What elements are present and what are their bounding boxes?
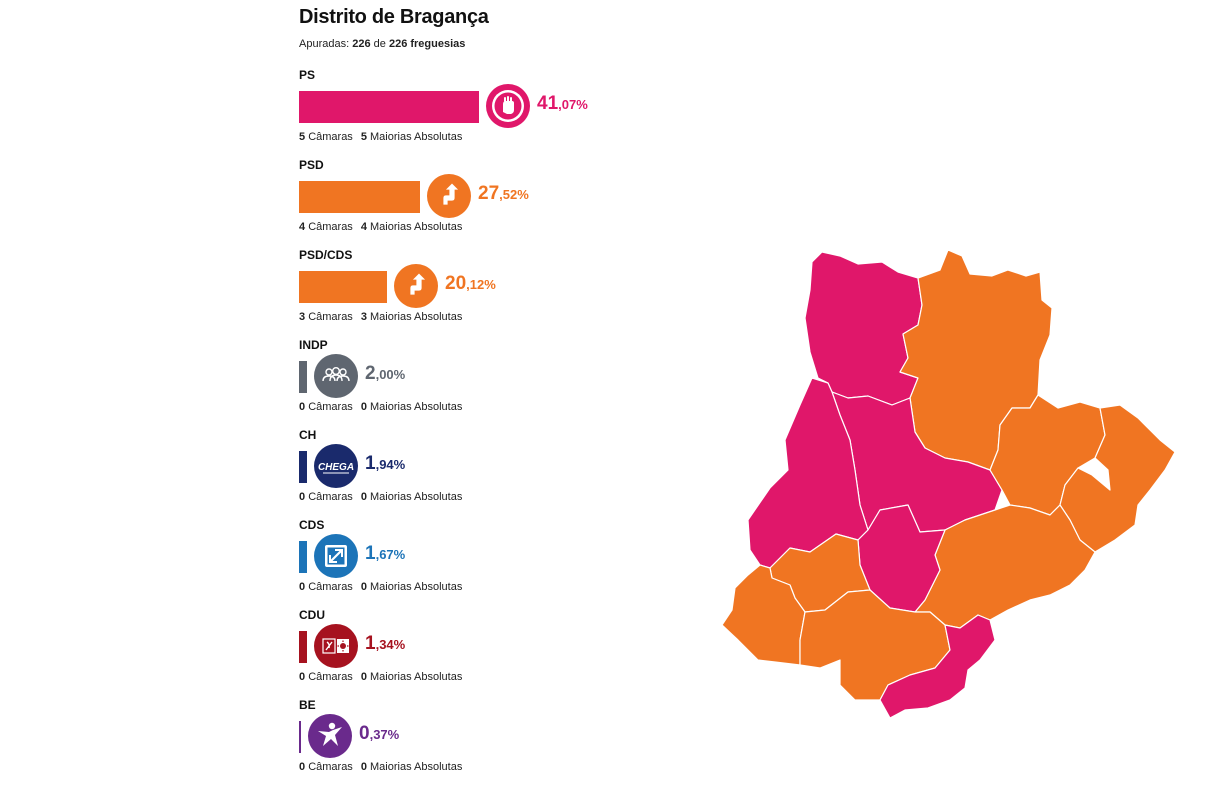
chega-logo: CHEGA xyxy=(314,444,358,488)
party-stats: 5 Câmaras 5 Maiorias Absolutas xyxy=(299,131,463,143)
party-stats: 0 Câmaras 0 Maiorias Absolutas xyxy=(299,401,463,413)
counted-of: de xyxy=(373,38,386,50)
counted-value: 226 xyxy=(352,38,371,50)
party-row-be[interactable]: BE 0,37% 0 Câmaras 0 Maiorias Absolutas xyxy=(299,698,719,788)
party-name: PS xyxy=(299,68,316,82)
party-name: CDU xyxy=(299,608,325,622)
rose-fist-icon xyxy=(486,84,530,128)
party-bar xyxy=(299,451,307,483)
party-bar xyxy=(299,91,479,123)
party-percentage: 1,94% xyxy=(365,453,406,474)
arrow-up-icon xyxy=(394,264,438,308)
party-row-ch[interactable]: CH CHEGA 1,94% 0 Câmaras 0 Maiorias Absol… xyxy=(299,428,719,518)
star-person-icon xyxy=(308,714,352,758)
party-stats: 0 Câmaras 0 Maiorias Absolutas xyxy=(299,581,463,593)
party-stats: 0 Câmaras 0 Maiorias Absolutas xyxy=(299,671,463,683)
party-percentage: 41,07% xyxy=(537,93,588,114)
party-bar xyxy=(299,631,307,663)
party-stats: 0 Câmaras 0 Maiorias Absolutas xyxy=(299,491,463,503)
party-name: PSD/CDS xyxy=(299,248,353,262)
party-row-psd-cds[interactable]: PSD/CDS 20,12% 3 Câmaras 3 Maiorias Absol… xyxy=(299,248,719,338)
chega-logo-text: CHEGA xyxy=(318,462,354,473)
party-row-cds[interactable]: CDS 1,67% 0 Câmaras 0 Maiorias Absolutas xyxy=(299,518,719,608)
party-row-psd[interactable]: PSD 27,52% 4 Câmaras 4 Maiorias Absolutas xyxy=(299,158,719,248)
district-map xyxy=(721,249,1176,719)
party-percentage: 2,00% xyxy=(365,363,406,384)
party-name: PSD xyxy=(299,158,324,172)
people-icon xyxy=(314,354,358,398)
municipality-carrazeda[interactable] xyxy=(721,564,806,666)
municipality-freixo[interactable] xyxy=(879,614,996,719)
party-percentage: 27,52% xyxy=(478,183,529,204)
party-row-cdu[interactable]: CDU 1,34% 0 Câmaras 0 Maiorias Absolutas xyxy=(299,608,719,698)
party-bar xyxy=(299,181,420,213)
party-percentage: 1,67% xyxy=(365,543,406,564)
party-name: INDP xyxy=(299,338,328,352)
party-row-ps[interactable]: PS 41,07% 5 Câmaras 5 Maiorias Absolutas xyxy=(299,68,719,158)
party-stats: 3 Câmaras 3 Maiorias Absolutas xyxy=(299,311,463,323)
party-bar xyxy=(299,361,307,393)
cds-logo xyxy=(314,534,358,578)
party-stats: 4 Câmaras 4 Maiorias Absolutas xyxy=(299,221,463,233)
party-name: BE xyxy=(299,698,316,712)
party-percentage: 1,34% xyxy=(365,633,406,654)
counted-label: Apuradas: xyxy=(299,38,350,50)
counted-status: Apuradas: 226 de 226 freguesias xyxy=(299,38,465,50)
party-name: CDS xyxy=(299,518,325,532)
party-bar xyxy=(299,721,301,753)
party-stats: 0 Câmaras 0 Maiorias Absolutas xyxy=(299,761,463,773)
party-bar xyxy=(299,271,387,303)
hammer-sickle-icon xyxy=(314,624,358,668)
page-title: Distrito de Bragança xyxy=(299,6,489,28)
party-bar xyxy=(299,541,307,573)
party-row-indp[interactable]: INDP 2,00% 0 Câmaras 0 Maiorias Absolutas xyxy=(299,338,719,428)
arrow-up-icon xyxy=(427,174,471,218)
party-percentage: 0,37% xyxy=(359,723,400,744)
party-percentage: 20,12% xyxy=(445,273,496,294)
party-name: CH xyxy=(299,428,317,442)
counted-total: 226 freguesias xyxy=(388,38,466,50)
